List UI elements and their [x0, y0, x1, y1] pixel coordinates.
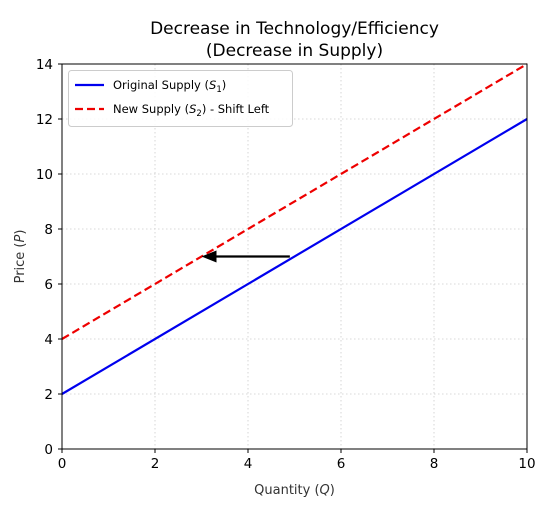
x-tick-label: 8 [430, 456, 439, 472]
legend-box [68, 70, 293, 127]
x-tick-label: 2 [151, 456, 160, 472]
y-tick-label: 8 [44, 222, 53, 238]
y-tick-label: 14 [36, 57, 53, 73]
y-ticks: 0 2 4 6 8 10 12 14 [36, 57, 62, 458]
y-tick-label: 12 [36, 112, 53, 128]
x-tick-label: 6 [337, 456, 346, 472]
shift-arrow-head [201, 250, 217, 263]
y-tick-label: 4 [44, 332, 53, 348]
chart-title-line1: Decrease in Technology/Efficiency [150, 19, 439, 39]
legend-label-original-supply: Original Supply (S1) [113, 78, 226, 95]
shift-arrow-group [201, 250, 290, 263]
chart-title-line2: (Decrease in Supply) [206, 41, 383, 61]
x-tick-label: 10 [518, 456, 535, 472]
series-line-original-supply [61, 118, 528, 395]
y-tick-label: 0 [44, 442, 53, 458]
y-tick-label: 6 [44, 277, 53, 293]
series-group [61, 63, 528, 395]
legend: Original Supply (S1) New Supply (S2) - S… [68, 70, 293, 127]
y-tick-label: 2 [44, 387, 53, 403]
legend-label-new-supply: New Supply (S2) - Shift Left [113, 102, 270, 119]
x-axis-label: Quantity (Q) [254, 483, 335, 498]
x-tick-label: 4 [244, 456, 253, 472]
series-line-new-supply [61, 63, 528, 340]
x-ticks: 0 2 4 6 8 10 [58, 449, 536, 472]
y-tick-label: 10 [36, 167, 53, 183]
y-axis-label: Price (P) [13, 230, 28, 284]
plot-frame [61, 63, 528, 450]
x-tick-label: 0 [58, 456, 67, 472]
